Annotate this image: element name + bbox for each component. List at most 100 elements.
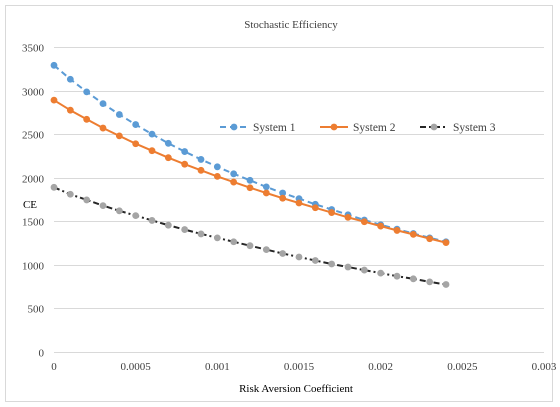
legend: System 1 System 2 System 3: [220, 122, 496, 134]
series-2-point: [328, 209, 336, 216]
legend-swatch-marker: [230, 123, 238, 131]
series-2-point: [132, 140, 140, 148]
series-2-point: [295, 199, 303, 207]
series-1-point: [50, 61, 58, 69]
series-1-point: [115, 111, 123, 118]
series-3-point: [115, 207, 123, 215]
series-3-point: [262, 246, 270, 254]
series-3-point: [246, 242, 254, 250]
series-2-point: [279, 194, 287, 202]
series-1-point: [164, 139, 172, 147]
x-tick-label: 0.0005: [121, 361, 152, 373]
y-tick-label: 3500: [22, 43, 45, 55]
x-tick-label: 0.002: [368, 361, 393, 373]
series-1-point: [279, 189, 287, 197]
series-1-point: [197, 156, 205, 163]
series-3-point: [99, 202, 107, 210]
series-1-point: [99, 100, 107, 108]
series-1-point: [132, 121, 140, 128]
y-tick-label: 2000: [22, 174, 45, 186]
series-2-point: [213, 173, 221, 180]
series-3-point: [213, 234, 221, 242]
y-tick-label: 3000: [22, 87, 45, 99]
legend-swatch-marker: [430, 123, 438, 131]
legend-label: System 3: [453, 122, 496, 134]
x-axis-label: Risk Aversion Coefficient: [239, 383, 353, 395]
series-1-point: [148, 130, 156, 138]
series-3-point: [295, 253, 303, 261]
series-3-point: [409, 275, 417, 283]
series-3-point: [181, 226, 189, 233]
chart-frame: [5, 5, 553, 402]
series-2-point: [66, 106, 74, 114]
series-2-point: [442, 239, 450, 247]
series-2-point: [99, 124, 107, 132]
series-2-point: [360, 218, 368, 226]
series-2-point: [181, 160, 189, 168]
series-3-point: [344, 263, 352, 271]
legend-item-3: System 3: [420, 122, 496, 134]
series-2-point: [377, 222, 385, 230]
series-2-point: [246, 184, 254, 192]
series-1-point: [66, 75, 74, 83]
legend-item-1: System 1: [220, 122, 296, 134]
legend-swatch-marker: [330, 123, 338, 131]
gridlines: [54, 47, 544, 353]
plot-series: [50, 61, 450, 288]
chart-title: Stochastic Efficiency: [244, 19, 338, 31]
series-3-point: [164, 221, 172, 229]
y-tick-label: 1000: [22, 261, 45, 273]
y-tick-label: 500: [28, 304, 45, 316]
x-tick-label: 0.0015: [284, 361, 315, 373]
series-2-point: [344, 213, 352, 221]
series-3-point: [328, 260, 336, 268]
series-1-point: [230, 170, 238, 178]
series-2-point: [230, 178, 238, 186]
x-axis-ticks: 0 0.0005 0.001 0.0015 0.002 0.0025 0.003: [51, 361, 557, 373]
series-2-point: [311, 204, 319, 212]
series-2-point: [164, 154, 172, 162]
series-3-point: [148, 217, 156, 224]
legend-item-2: System 2: [320, 122, 396, 134]
series-2-point: [262, 189, 270, 197]
series-3-point: [50, 183, 58, 191]
series-2-point: [115, 132, 123, 140]
series-2-point: [83, 115, 91, 123]
series-3: [50, 183, 450, 288]
series-1-point: [262, 183, 270, 191]
series-2-point: [409, 230, 417, 238]
series-3-point: [311, 257, 319, 264]
y-axis-ticks: 0 500 1000 1500 2000 2500 3000 3500: [22, 43, 45, 360]
x-tick-label: 0.0025: [447, 361, 478, 373]
legend-label: System 1: [253, 122, 296, 134]
series-1-point: [83, 88, 91, 96]
series-3-point: [230, 238, 238, 246]
series-2-point: [197, 166, 205, 174]
series-2-point: [393, 227, 401, 234]
y-tick-label: 2500: [22, 130, 45, 142]
y-tick-label: 1500: [22, 217, 45, 229]
series-3-point: [197, 230, 205, 238]
series-3-point: [83, 196, 91, 204]
series-3-point: [377, 269, 385, 277]
series-1-point: [181, 148, 189, 155]
series-2-point: [148, 147, 156, 155]
y-tick-label: 0: [39, 348, 45, 360]
series-3-point: [442, 281, 450, 288]
series-2-point: [426, 235, 434, 243]
y-axis-label: CE: [23, 199, 37, 211]
series-1-point: [213, 163, 221, 171]
x-tick-label: 0.003: [532, 361, 557, 373]
x-tick-label: 0: [51, 361, 57, 373]
series-3-point: [393, 272, 401, 280]
series-1-point: [246, 176, 254, 184]
series-3-point: [66, 190, 74, 198]
series-3-point: [426, 278, 434, 286]
series-2-point: [50, 96, 58, 104]
series-3-point: [279, 250, 287, 257]
series-2: [50, 96, 450, 247]
legend-label: System 2: [353, 122, 396, 134]
series-3-point: [360, 266, 368, 274]
